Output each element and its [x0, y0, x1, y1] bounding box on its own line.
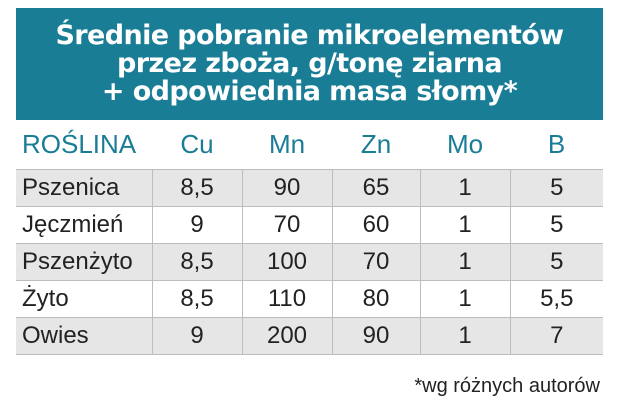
title-line-2: przez zboża, g/tonę ziarna: [117, 48, 503, 79]
table-row: Pszenżyto 8,5 100 70 1 5: [16, 243, 603, 281]
cu-cell: 9: [151, 317, 242, 355]
table-row: Jęczmień 9 70 60 1 5: [16, 206, 603, 244]
column-header-plant: ROŚLINA: [16, 120, 152, 170]
table-row: Owies 9 200 90 1 7: [16, 317, 603, 355]
zn-cell: 65: [331, 169, 420, 207]
mo-cell: 1: [419, 280, 510, 318]
column-header-cu: Cu: [152, 120, 242, 170]
mn-cell: 90: [241, 169, 332, 207]
plant-name-cell: Żyto: [16, 280, 152, 318]
column-header-mn: Mn: [242, 120, 332, 170]
zn-cell: 60: [331, 206, 420, 244]
column-header-mo: Mo: [420, 120, 510, 170]
table-header-row: ROŚLINA Cu Mn Zn Mo B: [16, 120, 603, 170]
cu-cell: 8,5: [151, 280, 242, 318]
column-header-zn: Zn: [332, 120, 420, 170]
plant-name-cell: Jęczmień: [16, 206, 152, 244]
table-row: Żyto 8,5 110 80 1 5,5: [16, 280, 603, 318]
cu-cell: 9: [151, 206, 242, 244]
zn-cell: 70: [331, 243, 420, 281]
b-cell: 7: [509, 317, 603, 355]
b-cell: 5,5: [509, 280, 603, 318]
cu-cell: 8,5: [151, 169, 242, 207]
b-cell: 5: [509, 243, 603, 281]
column-header-b: B: [510, 120, 603, 170]
title-line-3: + odpowiednia masa słomy*: [101, 76, 518, 107]
mo-cell: 1: [419, 243, 510, 281]
zn-cell: 90: [331, 317, 420, 355]
mo-cell: 1: [419, 206, 510, 244]
plant-name-cell: Owies: [16, 317, 152, 355]
zn-cell: 80: [331, 280, 420, 318]
b-cell: 5: [509, 169, 603, 207]
title-line-1: Średnie pobranie mikroelementów: [55, 20, 564, 51]
mn-cell: 100: [241, 243, 332, 281]
title-banner: Średnie pobranie mikroelementów przez zb…: [16, 8, 603, 120]
plant-name-cell: Pszenżyto: [16, 243, 152, 281]
mo-cell: 1: [419, 317, 510, 355]
mo-cell: 1: [419, 169, 510, 207]
plant-name-cell: Pszenica: [16, 169, 152, 207]
mn-cell: 200: [241, 317, 332, 355]
cu-cell: 8,5: [151, 243, 242, 281]
micronutrient-table: ROŚLINA Cu Mn Zn Mo B Pszenica 8,5 90 65…: [16, 120, 603, 355]
source-footnote: *wg różnych autorów: [414, 375, 600, 397]
mn-cell: 70: [241, 206, 332, 244]
mn-cell: 110: [241, 280, 332, 318]
table-row: Pszenica 8,5 90 65 1 5: [16, 169, 603, 207]
b-cell: 5: [509, 206, 603, 244]
